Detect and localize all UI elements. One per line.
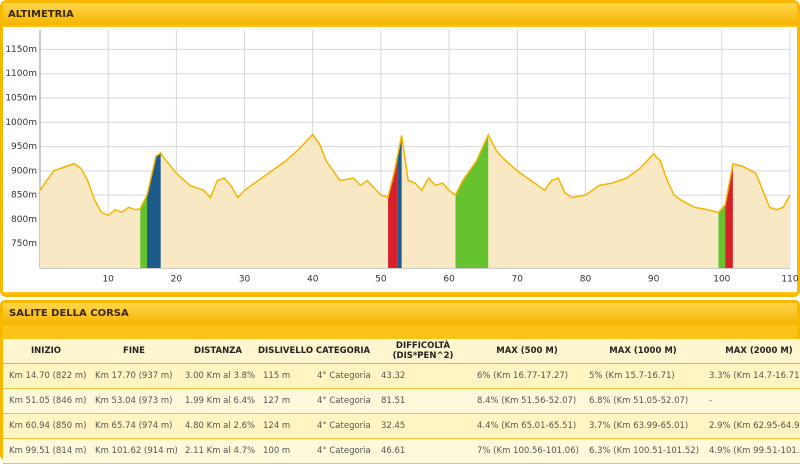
table-cell: 4° Categoria xyxy=(311,388,375,414)
column-header: DISLIVELLO xyxy=(257,339,313,364)
column-header: MAX (1000 M) xyxy=(583,339,703,364)
x-tick-label: 70 xyxy=(512,275,524,285)
x-tick-label: 60 xyxy=(443,275,455,285)
table-row: Km 60.94 (850 m) Km 65.74 (974 m) 4.80 Km … xyxy=(3,413,800,439)
climb-segment xyxy=(397,134,402,268)
column-header: FINE xyxy=(89,339,179,364)
panel-title: ALTIMETRIA xyxy=(8,9,74,20)
table-cell: Km 60.94 (850 m) xyxy=(3,413,89,439)
y-tick-label: 1050m xyxy=(5,94,37,104)
column-header: DIFFICOLTÀ (DIS*PEN^2) xyxy=(375,339,471,364)
y-tick-label: 1000m xyxy=(5,118,37,128)
table-cell: 32.45 xyxy=(375,413,471,439)
x-tick-label: 110 xyxy=(781,275,798,285)
table-cell: 4.80 Km al 2.6% xyxy=(179,413,257,439)
table-cell: 3.3% (Km 14.7-16.71) xyxy=(703,363,800,389)
climbs-panel: SALITE DELLA CORSA INIZIO FINE DISTANZA DIS… xyxy=(0,300,800,464)
column-header: MAX (500 M) xyxy=(471,339,583,364)
climbs-table: INIZIO FINE DISTANZA DISLIVELLO CATEGORIA DIF… xyxy=(3,339,800,464)
table-cell: 4° Categoria xyxy=(311,413,375,439)
table-cell: Km 17.70 (937 m) xyxy=(89,363,179,389)
table-cell: 1.99 Km al 6.4% xyxy=(179,388,257,414)
title-bar xyxy=(3,3,797,25)
x-tick-label: 10 xyxy=(102,275,114,285)
table-cell: Km 99.51 (814 m) xyxy=(3,438,89,464)
profile-line xyxy=(39,133,791,217)
x-tick-label: 40 xyxy=(307,275,319,285)
column-header: MAX (2000 M) xyxy=(703,339,800,364)
climb-segment xyxy=(388,134,398,268)
table-cell: 8.4% (Km 51.56-52.07) xyxy=(471,388,583,414)
profile-area xyxy=(40,134,790,268)
y-tick-label: 850m xyxy=(11,191,37,201)
table-cell: 5% (Km 15.7-16.71) xyxy=(583,363,703,389)
table-cell: - xyxy=(703,388,800,414)
panel-title: SALITE DELLA CORSA xyxy=(3,303,797,325)
table-cell: 2.9% (Km 62.95-64.95) xyxy=(703,413,800,439)
plot: 750m 800m 850m 900m 950m 1000m 1050m 1100m 1150m… xyxy=(5,30,799,285)
x-tick-label: 90 xyxy=(648,275,660,285)
table-cell: 4° Categoria xyxy=(311,363,375,389)
table-cell: 3.00 Km al 3.8% xyxy=(179,363,257,389)
table-row: Km 51.05 (846 m) Km 53.04 (973 m) 1.99 Km … xyxy=(3,388,800,414)
table-cell: 43.32 xyxy=(375,363,471,389)
table-cell: 46.61 xyxy=(375,438,471,464)
y-tick-label: 800m xyxy=(11,215,37,225)
table-cell: 115 m xyxy=(257,363,311,389)
altimetry-panel: ALTIMETRIA 750m800m850m900m950m1000m1050… xyxy=(0,0,800,297)
climb-segment xyxy=(725,134,733,268)
column-header: DISTANZA xyxy=(179,339,257,364)
y-tick-label: 1150m xyxy=(5,45,37,55)
table-cell: 6.8% (Km 51.05-52.07) xyxy=(583,388,703,414)
table-cell: Km 65.74 (974 m) xyxy=(89,413,179,439)
header-row: INIZIO FINE DISTANZA DISLIVELLO CATEGORIA DIF… xyxy=(3,339,800,364)
x-tick-label: 50 xyxy=(375,275,387,285)
column-header: INIZIO xyxy=(3,339,89,364)
column-header: CATEGORIA xyxy=(311,339,375,364)
table-row: Km 14.70 (822 m) Km 17.70 (937 m) 3.00 Km … xyxy=(3,363,800,389)
x-tick-label: 100 xyxy=(713,275,730,285)
x-tick-label: 30 xyxy=(239,275,251,285)
table-cell: 3.7% (Km 63.99-65.01) xyxy=(583,413,703,439)
y-tick-label: 950m xyxy=(11,142,37,152)
y-tick-label: 900m xyxy=(11,166,37,176)
x-tick-label: 20 xyxy=(171,275,183,285)
table-cell: Km 53.04 (973 m) xyxy=(89,388,179,414)
table-cell: 124 m xyxy=(257,413,311,439)
table-cell: 4.4% (Km 65.01-65.51) xyxy=(471,413,583,439)
table-cell: 6% (Km 16.77-17.27) xyxy=(471,363,583,389)
table-cell: Km 51.05 (846 m) xyxy=(3,388,89,414)
table-cell: 127 m xyxy=(257,388,311,414)
y-tick-label: 750m xyxy=(11,239,37,249)
table-cell: Km 14.70 (822 m) xyxy=(3,363,89,389)
table-cell: 81.51 xyxy=(375,388,471,414)
x-tick-label: 80 xyxy=(580,275,592,285)
y-tick-label: 1100m xyxy=(5,69,37,79)
